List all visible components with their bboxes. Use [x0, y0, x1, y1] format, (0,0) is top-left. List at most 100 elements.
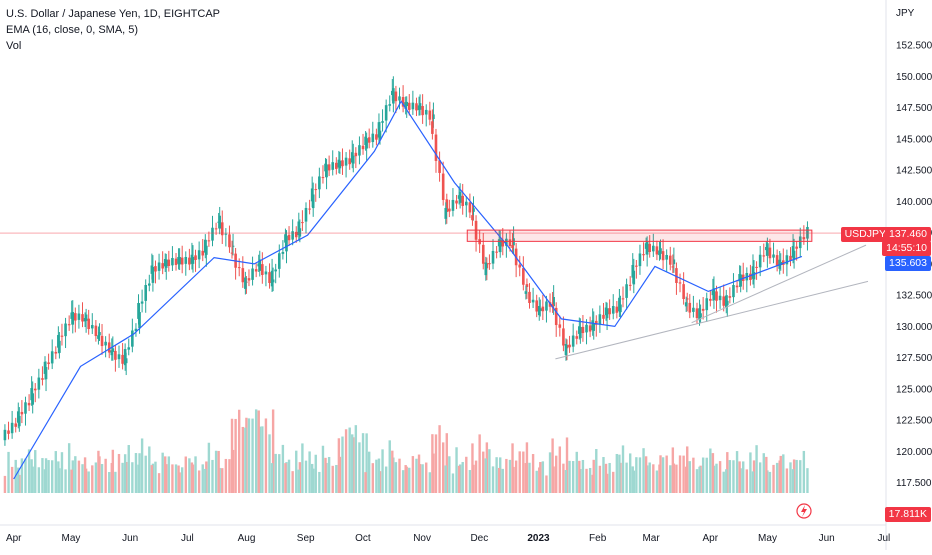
candle-body [508, 239, 512, 246]
volume-bar [335, 464, 338, 493]
volume-bar [528, 462, 531, 493]
volume-bar [642, 448, 645, 493]
volume-bar [234, 418, 237, 493]
candle-body [203, 239, 207, 253]
candle-body [201, 250, 205, 256]
candle-body [358, 145, 361, 156]
candle-body [552, 297, 555, 307]
volume-bar [164, 456, 167, 493]
volume-bar [194, 456, 197, 493]
volume-indicator-label[interactable]: Vol [6, 40, 22, 52]
candle-body [207, 240, 211, 242]
candle-body [755, 266, 758, 268]
candle-body [244, 277, 247, 289]
volume-bar [121, 462, 124, 493]
volume-bar [281, 444, 285, 493]
candle-body [431, 121, 434, 134]
volume-bar [618, 454, 621, 493]
candle-body [318, 176, 321, 190]
volume-bar [725, 469, 728, 493]
volume-bar [482, 451, 485, 493]
volume-bar [404, 465, 407, 493]
candle-body [537, 306, 541, 316]
volume-bar [150, 465, 154, 493]
candle-body [688, 302, 692, 313]
volume-bar [201, 464, 204, 493]
candle-body [90, 325, 94, 329]
time-tick-label: May [758, 533, 777, 544]
volume-bar [524, 463, 528, 493]
candle-body [364, 136, 367, 146]
price-tick-label: 122.500 [896, 416, 932, 427]
candle-body [37, 377, 41, 390]
candle-body [621, 298, 625, 300]
volume-bar [174, 464, 178, 493]
candle-body [284, 234, 287, 243]
volume-bar [271, 409, 275, 493]
candle-body [224, 233, 228, 235]
candle-body [522, 268, 525, 285]
volume-bar [751, 471, 755, 493]
volume-bar [571, 461, 575, 493]
volume-bar [247, 418, 251, 493]
candle-body [644, 243, 648, 249]
volume-bar [384, 466, 388, 493]
candle-body [671, 266, 675, 268]
candle-body [171, 257, 174, 266]
volume-bar [531, 454, 535, 493]
price-tick-label: 152.500 [896, 41, 932, 52]
volume-bar [701, 457, 705, 493]
bar-countdown: 14:55:10 [886, 242, 927, 254]
candle-body [661, 251, 665, 261]
volume-bar [217, 450, 220, 493]
candle-body [709, 298, 712, 301]
candle-body [575, 336, 579, 339]
volume-bar [688, 461, 691, 493]
candle-body [545, 301, 548, 311]
candle-body [184, 256, 188, 264]
volume-bar [364, 472, 367, 493]
candle-body [361, 145, 365, 150]
candle-body [391, 90, 394, 96]
volume-bar [695, 469, 699, 493]
candle-body [505, 238, 508, 246]
candle-body [41, 378, 44, 380]
volume-bar [421, 464, 424, 493]
candle-body [711, 290, 715, 296]
candle-body [230, 252, 234, 254]
volume-bar [555, 455, 558, 493]
price-tick-label: 140.000 [896, 197, 932, 208]
volume-bar [337, 438, 341, 493]
ema-indicator-label[interactable]: EMA (16, close, 0, SMA, 5) [6, 24, 139, 36]
candle-body [417, 105, 421, 111]
ema-value-tag: 135.603 [885, 256, 931, 271]
volume-bar [765, 456, 768, 493]
candle-body [392, 88, 395, 104]
volume-bar [244, 427, 247, 493]
volume-bar [301, 443, 304, 493]
candle-body [411, 102, 415, 110]
candle-body [33, 388, 37, 391]
volume-bar [735, 451, 739, 493]
candle-body [468, 202, 472, 213]
candle-body [625, 284, 628, 298]
candle-body [749, 273, 752, 281]
candle-body [806, 226, 809, 239]
symbol-title[interactable]: U.S. Dollar / Japanese Yen, 1D, EIGHTCAP [6, 8, 220, 20]
symbol-tag-label: USDJPY [844, 228, 886, 240]
volume-bar [545, 475, 548, 493]
candle-body [631, 264, 635, 278]
candle-body [177, 256, 180, 264]
volume-bar [518, 451, 521, 493]
candle-body [84, 314, 88, 321]
volume-bar [97, 450, 100, 493]
price-tick-label: 145.000 [896, 134, 932, 145]
candle-body [415, 103, 418, 111]
price-tick-label: 125.000 [896, 384, 932, 395]
volume-bar [371, 463, 374, 493]
candle-body [371, 133, 375, 143]
candle-body [154, 266, 157, 272]
candle-body [277, 253, 281, 269]
